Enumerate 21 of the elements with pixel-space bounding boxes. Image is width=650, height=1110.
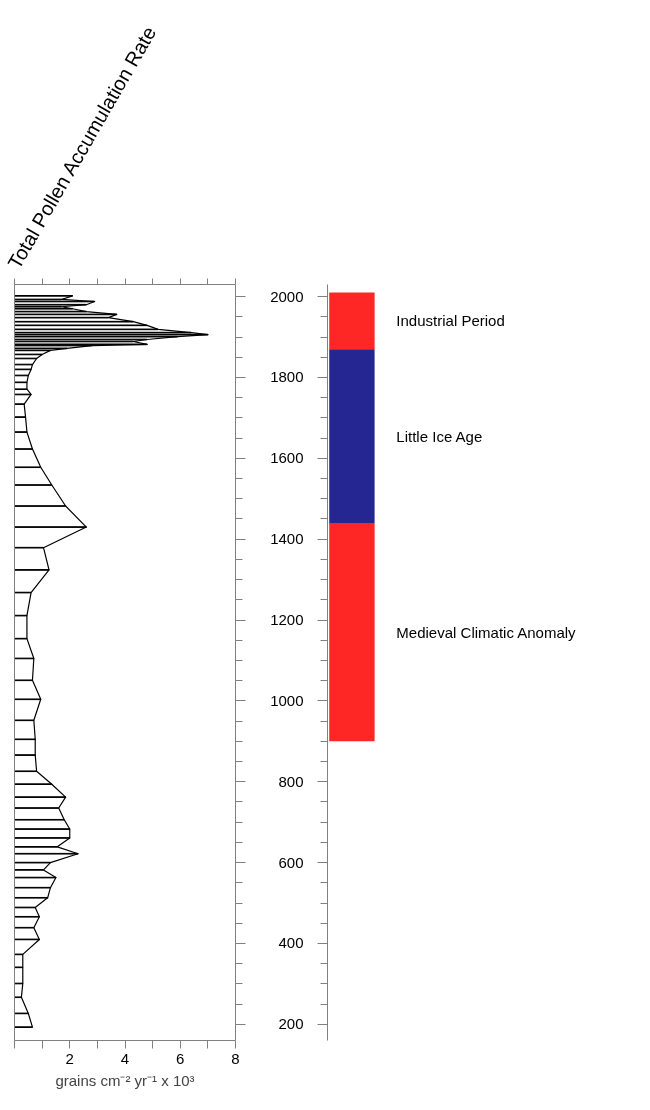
y-tick-label: 1800 (270, 368, 304, 386)
y-tick-label: 1200 (270, 611, 304, 629)
series-label: Little Ice Age (396, 427, 483, 445)
y-tick-label: 1600 (270, 449, 304, 467)
y-tick-label: 1000 (270, 691, 304, 709)
y-tick-label: 800 (278, 772, 304, 790)
x-tick-label: 4 (120, 1049, 130, 1067)
y-tick-label: 2000 (270, 287, 304, 305)
series-label: Medieval Climatic Anomaly (396, 623, 577, 641)
series-label: Industrial Period (396, 312, 505, 330)
y-tick-label: 1400 (270, 530, 304, 548)
y-tick-label: 600 (278, 853, 304, 871)
bar (329, 349, 375, 524)
x-tick-label: 8 (231, 1049, 240, 1067)
bar (329, 292, 375, 350)
y-tick-label: 400 (278, 934, 304, 952)
x-axis-title: grains cm⁻² yr⁻¹ x 10³ (55, 1071, 195, 1089)
bar (329, 523, 375, 742)
x-tick-label: 2 (65, 1049, 74, 1067)
x-tick-label: 6 (176, 1049, 185, 1067)
y-tick-label: 200 (278, 1015, 304, 1033)
